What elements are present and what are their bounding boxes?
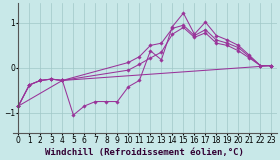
X-axis label: Windchill (Refroidissement éolien,°C): Windchill (Refroidissement éolien,°C)	[45, 148, 244, 157]
